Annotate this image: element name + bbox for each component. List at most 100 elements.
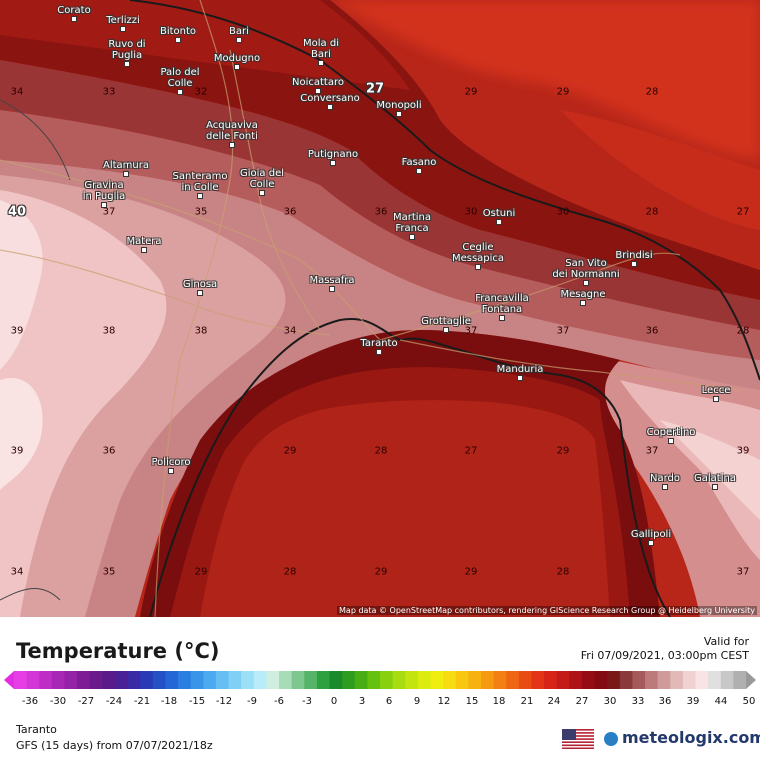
temperature-value: 37	[464, 325, 478, 337]
temperature-value: 39	[736, 445, 750, 457]
meteologix-globe-icon	[604, 732, 618, 746]
colorbar-segment	[253, 671, 267, 689]
colorbar-segment	[670, 671, 684, 689]
city-marker	[496, 219, 502, 225]
city-marker	[124, 61, 130, 67]
us-flag-icon[interactable]	[562, 729, 594, 749]
colorbar-segment	[51, 671, 65, 689]
temperature-value: 29	[556, 86, 570, 98]
city-marker	[197, 193, 203, 199]
colorbar-segment	[518, 671, 532, 689]
city-marker	[583, 280, 589, 286]
temperature-value: 37	[736, 566, 750, 578]
colorbar-segment	[279, 671, 293, 689]
colorbar-segment	[178, 671, 192, 689]
city-marker	[177, 89, 183, 95]
temperature-value: 38	[194, 325, 208, 337]
temperature-value: 37	[556, 325, 570, 337]
colorbar-segment	[367, 671, 381, 689]
temperature-value: 29	[464, 566, 478, 578]
city-label: Terlizzi	[106, 15, 140, 26]
colorbar-tick-label: 36	[658, 696, 672, 707]
city-label: Ruvo di Puglia	[108, 39, 146, 61]
colorbar-segment	[39, 671, 53, 689]
city-label: Putignano	[307, 149, 359, 160]
colorbar-tick-label: -21	[133, 696, 151, 707]
city-label: Bari	[229, 26, 249, 37]
city-label: Ceglie Messapica	[451, 242, 505, 264]
colorbar-segment	[455, 671, 469, 689]
colorbar-segment	[556, 671, 570, 689]
map-attribution[interactable]: Map data © OpenStreetMap contributors, r…	[337, 606, 757, 615]
colorbar-tick-label: -3	[302, 696, 312, 707]
city-marker	[662, 484, 668, 490]
temperature-value: 30	[464, 206, 478, 218]
city-label: Gallipoli	[630, 529, 672, 540]
colorbar-segment	[480, 671, 495, 689]
colorbar-tick-label: 24	[547, 696, 561, 707]
city-marker	[175, 37, 181, 43]
colorbar-segment	[380, 671, 394, 689]
colorbar-segment	[26, 671, 40, 689]
colorbar-tick-label: -27	[77, 696, 95, 707]
colorbar-tick-label: 9	[413, 696, 421, 707]
colorbar-segment	[569, 671, 583, 689]
city-label: Manduria	[496, 364, 544, 375]
colorbar-tick-label: 18	[492, 696, 506, 707]
city-label: Santeramo in Colle	[172, 171, 228, 193]
temperature-value: 29	[464, 86, 478, 98]
city-label: Altamura	[103, 160, 149, 171]
city-label: Noicattaro	[292, 77, 344, 88]
city-marker	[376, 349, 382, 355]
city-marker	[712, 484, 718, 490]
city-label: Copertino	[646, 427, 696, 438]
city-label: Gioia del Colle	[239, 168, 285, 190]
meteologix-logo[interactable]: meteologix.com	[622, 728, 760, 747]
colorbar-tick-label: 21	[520, 696, 534, 707]
city-marker	[318, 60, 324, 66]
city-marker	[327, 104, 333, 110]
city-label: Taranto	[360, 338, 398, 349]
colorbar-segment	[127, 671, 141, 689]
temperature-value: 27	[736, 206, 750, 218]
valid-date: Fri 07/09/2021, 03:00pm CEST	[580, 649, 749, 662]
city-marker	[499, 315, 505, 321]
temperature-map[interactable]: Corato Terlizzi Bitonto Bari Ruvo di Puglia Mo…	[0, 0, 760, 617]
temperature-colorbar	[4, 671, 756, 689]
city-label: Ostuni	[482, 208, 516, 219]
temperature-value: 28	[736, 325, 750, 337]
city-marker	[409, 234, 415, 240]
temperature-value: 37	[645, 445, 659, 457]
city-marker	[330, 160, 336, 166]
colorbar-segment	[544, 671, 558, 689]
colorbar-segment	[405, 671, 419, 689]
colorbar-segment	[241, 671, 255, 689]
temperature-value: 28	[374, 445, 388, 457]
city-label: Lecce	[701, 385, 731, 396]
temperature-value: 29	[194, 566, 208, 578]
city-marker	[101, 202, 107, 208]
colorbar-segment	[190, 671, 204, 689]
city-label: Massafra	[309, 275, 355, 286]
colorbar-segment	[228, 671, 242, 689]
temperature-value: 35	[102, 566, 116, 578]
temperature-value: 33	[102, 86, 116, 98]
city-label: Palo del Colle	[160, 67, 200, 89]
temperature-value: 27	[365, 81, 385, 97]
city-marker	[475, 264, 481, 270]
colorbar-segment	[493, 671, 507, 689]
city-marker	[396, 111, 402, 117]
temperature-value: 36	[374, 206, 388, 218]
colorbar-segment	[64, 671, 78, 689]
city-marker	[416, 168, 422, 174]
city-label: Matera	[126, 236, 162, 247]
colorbar-segment	[392, 671, 406, 689]
colorbar-segment	[607, 671, 621, 689]
city-label: Modugno	[213, 53, 261, 64]
city-label: Mola di Bari	[303, 38, 339, 60]
colorbar-segment	[77, 671, 91, 689]
temperature-value: 28	[645, 206, 659, 218]
temperature-value: 32	[194, 86, 208, 98]
city-marker	[713, 396, 719, 402]
city-marker	[236, 37, 242, 43]
